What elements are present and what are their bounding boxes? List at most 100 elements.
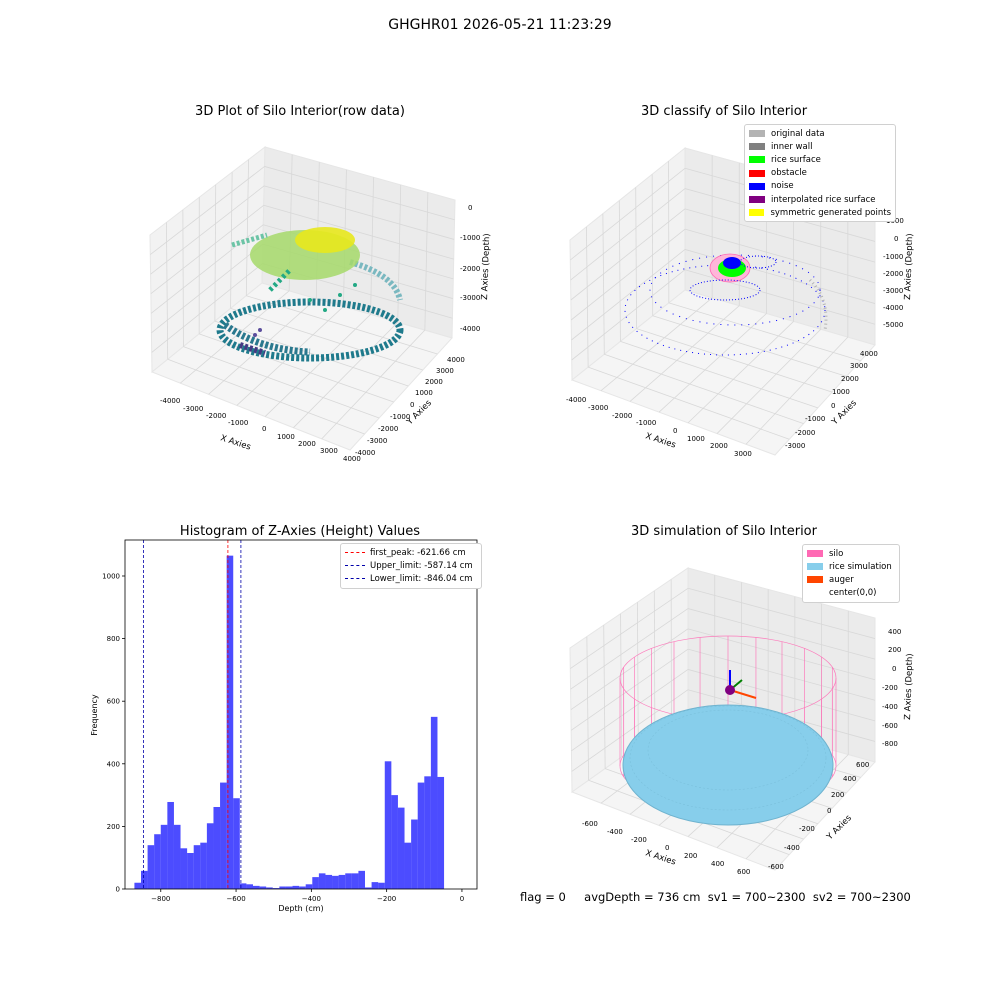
- p2-ytick: 3000: [850, 362, 868, 370]
- p2-ztick: -3000: [883, 287, 903, 295]
- panel1-3d-axes: -4000 -3000 -2000 -1000 0 1000 2000 3000…: [149, 145, 492, 463]
- p2-ztick: -2000: [883, 270, 903, 278]
- p2-ytick: -1000: [805, 415, 825, 423]
- p2-ytick: 1000: [832, 388, 850, 396]
- histogram-bar: [345, 873, 352, 889]
- x-axis-label: Depth (cm): [278, 904, 323, 913]
- p2-zlabel: Z Axies (Depth): [903, 233, 915, 300]
- histogram-bar: [384, 761, 392, 889]
- status-footer: flag = 0 avgDepth = 736 cm sv1 = 700~230…: [520, 890, 911, 904]
- p4-ytick: 0: [827, 807, 831, 815]
- p1-ytick: -4000: [355, 449, 375, 457]
- y-tick-label: 200: [107, 823, 120, 831]
- panel2-3d-axes: -4000 -3000 -2000 -1000 0 1000 2000 3000…: [566, 146, 915, 458]
- p4-ytick: 600: [856, 761, 869, 769]
- p2-xtick: -4000: [566, 396, 586, 404]
- p4-xtick: 400: [711, 860, 724, 868]
- histogram-bar: [253, 885, 260, 889]
- histogram-bar: [259, 886, 267, 889]
- p4-ytick: -200: [799, 825, 815, 833]
- p4-ytick: 400: [843, 775, 856, 783]
- y-axis-label: Frequency: [90, 694, 99, 736]
- histogram-bar: [167, 801, 174, 889]
- histogram-bar: [134, 882, 141, 889]
- p4-ytick: -400: [784, 844, 800, 852]
- p1-zlabel: Z Axies (Depth): [480, 233, 492, 300]
- p4-xtick: 0: [665, 844, 669, 852]
- p1-ztick: -2000: [460, 265, 480, 273]
- histogram-bar: [147, 845, 155, 889]
- histogram-bar: [299, 886, 306, 889]
- auger-center-marker: [725, 670, 757, 699]
- histogram-bar: [404, 842, 412, 889]
- p1-ztick: -1000: [460, 234, 480, 242]
- p1-ytick: 4000: [447, 356, 465, 364]
- histogram-legend: first_peak: -621.66 cm Upper_limit: -587…: [340, 543, 482, 589]
- p1-xtick: 1000: [277, 433, 295, 441]
- histogram-bar: [272, 888, 280, 889]
- p1-xtick: -3000: [183, 405, 203, 413]
- legend-item: auger: [807, 573, 895, 586]
- p2-ytick: 4000: [860, 350, 878, 358]
- p4-ztick: -400: [882, 703, 898, 711]
- p2-xtick: -3000: [588, 404, 608, 412]
- histogram-bar: [141, 870, 148, 889]
- panel4-legend: silo rice simulation auger center(0,0): [802, 544, 900, 603]
- y-tick-label: 600: [107, 698, 120, 706]
- p2-xtick: 0: [673, 427, 677, 435]
- p4-xtick: 200: [684, 852, 697, 860]
- p2-xtick: 3000: [734, 450, 752, 458]
- p4-ztick: -600: [882, 722, 898, 730]
- avg-depth-text: avgDepth = 736 cm sv1 = 700~2300 sv2 = 7…: [584, 890, 911, 904]
- panel2-legend: original data inner wall rice surface ob…: [744, 124, 896, 223]
- legend-item: original data: [749, 127, 891, 140]
- histogram-bar: [430, 716, 438, 889]
- histogram-bar: [358, 870, 365, 889]
- histogram-bar: [154, 834, 161, 889]
- histogram-bar: [365, 887, 372, 889]
- p1-ztick: -4000: [460, 325, 480, 333]
- histogram-bar: [312, 877, 319, 889]
- p4-ytick: -600: [768, 863, 784, 871]
- p1-ytick: -3000: [367, 437, 387, 445]
- histogram-bar: [332, 875, 339, 889]
- histogram-bar: [325, 874, 333, 889]
- legend-item: first_peak: -621.66 cm: [345, 546, 477, 559]
- histogram-bar: [239, 883, 247, 889]
- p4-ztick: 200: [888, 646, 901, 654]
- histogram-bar: [206, 823, 214, 889]
- p2-ytick: 2000: [841, 375, 859, 383]
- legend-item: noise: [749, 180, 891, 193]
- p4-ylabel: Y Axies: [824, 813, 854, 843]
- histogram-bar: [318, 873, 326, 889]
- x-tick-label: −800: [151, 895, 170, 903]
- p4-xtick: -200: [631, 836, 647, 844]
- histogram-bar: [266, 887, 273, 889]
- x-tick-label: −600: [226, 895, 245, 903]
- p2-xtick: 2000: [710, 442, 728, 450]
- p2-ztick: -1000: [883, 253, 903, 261]
- p1-ztick: 0: [468, 204, 472, 212]
- legend-item: silo: [807, 547, 895, 560]
- histogram-bar: [160, 824, 168, 889]
- y-tick-label: 0: [116, 886, 120, 894]
- histogram-bar: [417, 782, 425, 889]
- p1-xtick: -1000: [228, 419, 248, 427]
- histogram-bar: [233, 798, 240, 889]
- p2-ytick: -2000: [795, 429, 815, 437]
- x-tick-label: −400: [302, 895, 321, 903]
- legend-item: interpolated rice surface: [749, 193, 891, 206]
- histogram-bar: [180, 848, 188, 889]
- histogram-bar: [424, 776, 431, 889]
- histogram-vlines: [143, 540, 242, 889]
- p4-zlabel: Z Axies (Depth): [903, 653, 915, 720]
- p1-xtick: 0: [262, 425, 266, 433]
- panel4-title: 3D simulation of Silo Interior: [631, 524, 817, 539]
- histogram-bar: [226, 555, 234, 889]
- p2-ytick: -3000: [785, 442, 805, 450]
- panel4-3d-axes: -600 -400 -200 0 200 400 600 -600 -400 -…: [569, 567, 915, 876]
- p2-xtick: 1000: [687, 435, 705, 443]
- p1-ytick: 1000: [415, 389, 433, 397]
- legend-item: obstacle: [749, 167, 891, 180]
- y-tick-label: 1000: [102, 572, 120, 580]
